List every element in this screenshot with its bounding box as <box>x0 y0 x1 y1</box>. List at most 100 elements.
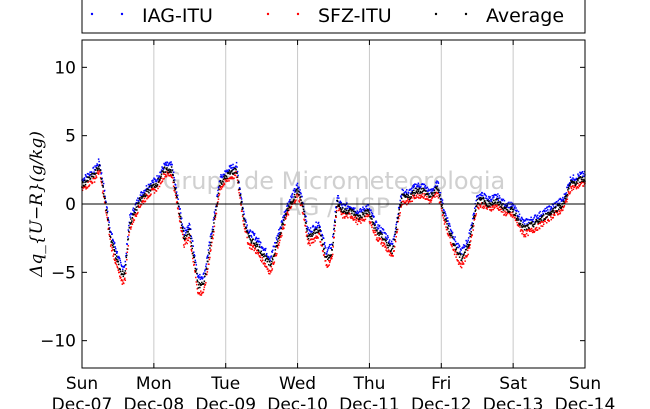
data-point <box>330 257 333 260</box>
data-point <box>169 170 171 172</box>
data-point <box>380 241 383 244</box>
data-point <box>561 205 564 208</box>
data-point <box>396 231 398 233</box>
data-point <box>273 255 275 257</box>
data-point <box>540 219 542 221</box>
data-point <box>198 276 201 278</box>
data-point <box>245 226 248 228</box>
data-point <box>486 208 489 210</box>
data-point <box>575 181 578 183</box>
data-point <box>339 208 341 210</box>
data-point <box>174 189 176 191</box>
data-point <box>240 198 243 200</box>
data-point <box>383 243 386 246</box>
data-point <box>375 238 378 241</box>
data-point <box>459 253 462 256</box>
data-point <box>318 233 321 235</box>
data-point <box>326 250 328 253</box>
data-point <box>107 217 109 219</box>
data-point <box>297 186 299 188</box>
data-point <box>270 255 273 257</box>
data-point <box>344 217 346 219</box>
data-point <box>407 194 410 197</box>
data-point <box>280 231 282 234</box>
data-point <box>411 193 413 195</box>
data-point <box>305 228 308 230</box>
data-point <box>382 244 385 247</box>
data-point <box>205 267 208 269</box>
data-point <box>445 226 447 228</box>
data-point <box>352 217 354 220</box>
data-point <box>300 202 303 205</box>
data-point <box>431 196 434 199</box>
data-point <box>361 208 363 211</box>
data-point <box>284 217 286 219</box>
data-point <box>261 256 264 259</box>
data-point <box>200 294 203 296</box>
data-point <box>441 214 444 217</box>
data-point <box>539 217 542 220</box>
data-point <box>381 231 383 234</box>
data-point <box>443 219 445 222</box>
data-point <box>223 183 226 186</box>
data-point <box>243 223 246 225</box>
data-point <box>220 181 222 184</box>
data-point <box>345 209 348 212</box>
data-point <box>474 214 477 217</box>
data-point <box>506 204 509 206</box>
data-point <box>582 178 584 181</box>
data-point <box>484 200 486 202</box>
data-point <box>303 218 305 221</box>
data-point <box>233 167 236 170</box>
data-point <box>299 189 301 191</box>
data-point <box>92 172 94 175</box>
data-point <box>581 170 584 173</box>
data-point <box>83 177 86 179</box>
x-tick-label-day: Wed <box>279 374 316 394</box>
data-point <box>331 249 333 251</box>
data-point <box>270 263 272 266</box>
data-point <box>444 219 446 221</box>
data-point <box>101 184 104 187</box>
data-point <box>146 197 148 200</box>
data-point <box>403 195 405 197</box>
data-point <box>275 254 278 257</box>
data-point <box>182 236 184 239</box>
data-point <box>471 217 474 220</box>
data-point <box>505 214 507 217</box>
data-point <box>290 195 292 198</box>
data-point <box>246 242 249 244</box>
data-point <box>328 245 330 248</box>
data-point <box>145 190 148 192</box>
data-point <box>382 229 385 231</box>
data-point <box>170 176 173 179</box>
data-point <box>126 251 129 254</box>
data-point <box>516 214 519 217</box>
data-point <box>539 222 541 225</box>
data-point <box>577 173 579 175</box>
data-point <box>106 210 109 213</box>
data-point <box>104 202 106 205</box>
data-point <box>287 209 290 212</box>
data-point <box>423 183 426 186</box>
data-point <box>188 228 191 230</box>
data-point <box>244 230 246 233</box>
data-point <box>444 221 447 223</box>
data-point <box>231 172 234 175</box>
data-point <box>534 227 537 230</box>
data-point <box>180 221 182 223</box>
data-point <box>169 161 171 164</box>
data-point <box>263 262 266 264</box>
data-point <box>366 207 368 210</box>
data-point <box>104 197 106 199</box>
data-point <box>248 247 251 249</box>
data-point <box>318 224 320 226</box>
data-point <box>283 211 286 213</box>
data-point <box>181 233 184 236</box>
data-point <box>131 213 134 216</box>
data-point <box>188 222 190 225</box>
data-point <box>413 184 415 186</box>
data-point <box>312 224 314 227</box>
data-point <box>472 214 474 216</box>
data-point <box>453 253 456 256</box>
